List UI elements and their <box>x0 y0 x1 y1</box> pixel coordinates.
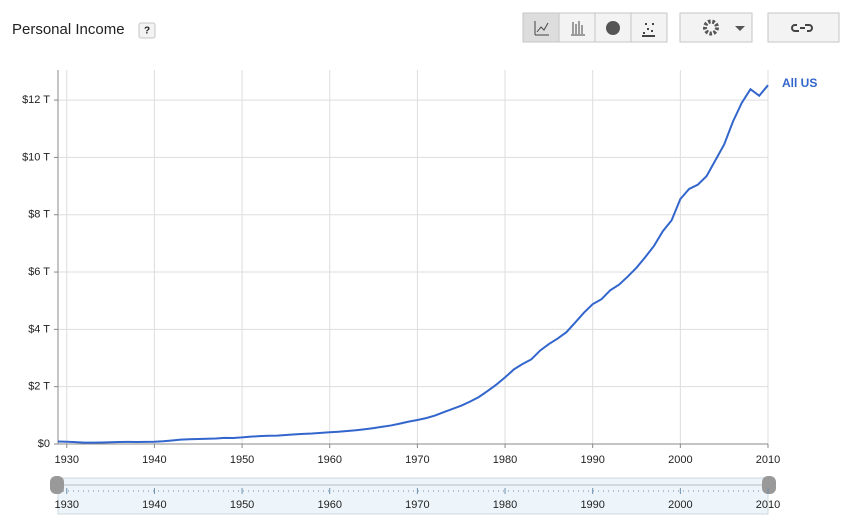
chart-title: Personal Income <box>12 21 125 38</box>
x-tick-label: 1950 <box>230 454 254 466</box>
slider-handle-right[interactable] <box>762 476 776 494</box>
y-tick-label: $10 T <box>22 151 50 163</box>
timeline-slider[interactable] <box>57 477 769 515</box>
x-tick-label: 1930 <box>55 454 79 466</box>
y-tick-label: $2 T <box>28 381 50 393</box>
series-line <box>57 84 769 444</box>
x-tick-label: 1960 <box>317 454 341 466</box>
link-icon <box>791 24 813 32</box>
slider-tick-label: 2000 <box>668 499 692 511</box>
slider-tick-label: 1990 <box>580 499 604 511</box>
slider-tick-label: 1980 <box>493 499 517 511</box>
y-tick-label: $6 T <box>28 266 50 278</box>
globe-icon <box>606 21 620 35</box>
scatter-button[interactable] <box>630 12 668 43</box>
y-tick-label: $4 T <box>28 323 50 335</box>
x-tick-label: 2010 <box>756 454 780 466</box>
line-icon <box>534 21 549 36</box>
y-tick-label: $8 T <box>28 209 50 221</box>
y-tick-label: $12 T <box>22 94 50 106</box>
gear-icon <box>703 19 719 36</box>
chart-type-buttons <box>522 12 840 43</box>
bar-icon <box>571 21 585 36</box>
dropdown-arrow <box>735 26 745 31</box>
x-tick-label: 1980 <box>493 454 517 466</box>
help-button[interactable] <box>138 22 156 39</box>
slider-tick-label: 2010 <box>756 499 780 511</box>
x-tick-label: 1990 <box>580 454 604 466</box>
series-label: All US <box>782 76 817 90</box>
help-label: ? <box>144 26 150 37</box>
slider-tick-label: 1930 <box>55 499 79 511</box>
slider-handle-left[interactable] <box>50 476 64 494</box>
slider-tick-label: 1960 <box>317 499 341 511</box>
y-tick-label: $0 <box>38 438 50 450</box>
slider-tick-label: 1950 <box>230 499 254 511</box>
x-tick-label: 1940 <box>142 454 166 466</box>
scatter-icon <box>642 23 655 37</box>
x-tick-label: 2000 <box>668 454 692 466</box>
bar-chart-button[interactable] <box>558 12 596 43</box>
slider-tick-label: 1970 <box>405 499 429 511</box>
x-tick-label: 1970 <box>405 454 429 466</box>
slider-tick-label: 1940 <box>142 499 166 511</box>
